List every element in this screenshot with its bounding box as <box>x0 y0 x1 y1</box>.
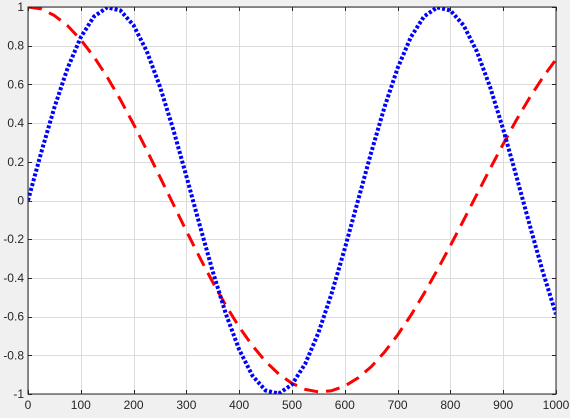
y-tick-label: 0.6 <box>7 77 24 91</box>
y-tick-label: 1 <box>17 0 24 14</box>
x-tick-label: 700 <box>388 398 408 412</box>
x-tick-label: 400 <box>229 398 249 412</box>
y-tick-label: 0 <box>17 194 24 208</box>
ticks <box>28 7 557 395</box>
y-tick-label: -0.2 <box>3 232 24 246</box>
x-tick-label: 100 <box>71 398 91 412</box>
x-tick-label: 300 <box>176 398 196 412</box>
x-tick-label: 200 <box>124 398 144 412</box>
y-tick-label: 0.2 <box>7 155 24 169</box>
y-tick-label: -0.6 <box>3 310 24 324</box>
y-tick-label: -1 <box>13 387 24 401</box>
y-tick-label: -0.8 <box>3 348 24 362</box>
y-tick-label: 0.8 <box>7 39 24 53</box>
x-tick-label: 800 <box>440 398 460 412</box>
x-tick-label: 1000 <box>543 398 570 412</box>
x-tick-label: 500 <box>282 398 302 412</box>
series-group <box>28 7 556 394</box>
y-tick-label: -0.4 <box>3 271 24 285</box>
blue-dotted-series-line <box>28 7 556 394</box>
x-tick-label: 0 <box>25 398 32 412</box>
x-tick-label: 900 <box>493 398 513 412</box>
y-tick-label: 0.4 <box>7 116 24 130</box>
x-tick-label: 600 <box>335 398 355 412</box>
tick-labels: 0 100 200 300 400 500 600 700 800 900 1000 -1 -0.8 -0… <box>3 0 569 412</box>
